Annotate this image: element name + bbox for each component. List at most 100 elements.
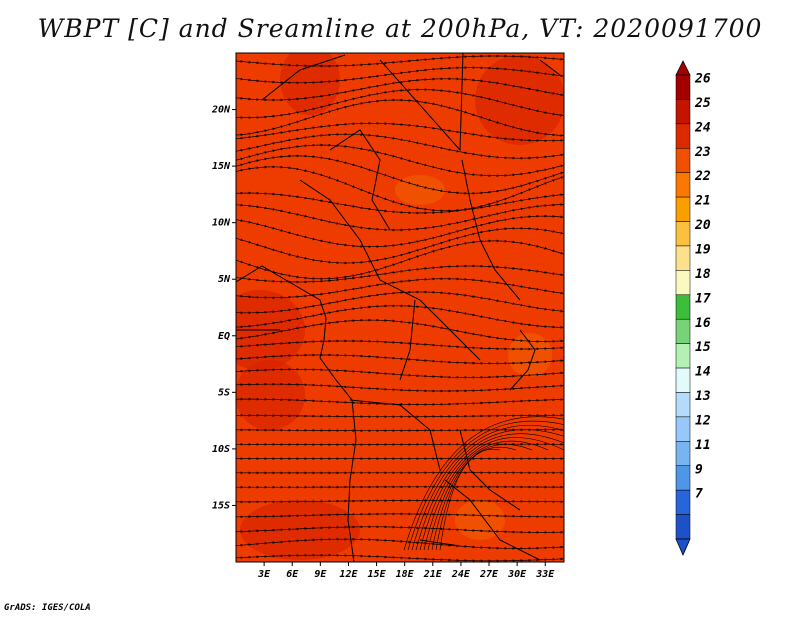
- streamline: [236, 54, 564, 68]
- latitude-axis: 20N 15N 10N 5N EQ 5S 10S 15S: [211, 105, 236, 511]
- border-line: [236, 265, 327, 359]
- colorbar-bottom-arrow: [675, 538, 691, 556]
- border-line: [399, 299, 416, 381]
- colorbar-label: 23: [694, 145, 711, 160]
- streamline: [435, 446, 517, 551]
- border-line: [379, 279, 481, 361]
- colorbar-label: 26: [694, 72, 711, 87]
- colorbar-segment: [675, 196, 691, 222]
- map-area: [236, 53, 564, 562]
- colorbar-label: 9: [695, 462, 703, 477]
- shading-patch: [240, 500, 360, 560]
- colorbar-segment: [675, 148, 691, 173]
- colorbar-label: 19: [695, 243, 711, 258]
- colorbar-segment: [675, 294, 691, 320]
- colorbar-label: 25: [694, 96, 711, 111]
- streamline: [236, 382, 564, 393]
- lon-tick-label: 24E: [451, 569, 471, 580]
- colorbar-segment: [675, 245, 691, 271]
- border-line: [319, 357, 357, 562]
- streamline: [236, 339, 564, 351]
- lon-tick-label: 18E: [396, 569, 415, 580]
- colorbar-label: 22: [694, 169, 711, 184]
- colorbar-label: 18: [695, 267, 711, 282]
- border-line: [539, 59, 561, 76]
- border-line: [261, 54, 346, 101]
- streamline: [423, 437, 564, 551]
- lon-tick-label: 12E: [339, 569, 358, 580]
- colorbar-segment: [675, 270, 691, 296]
- streamline: [236, 499, 564, 504]
- lon-tick-label: 30E: [507, 569, 527, 580]
- colorbar-segment: [675, 172, 691, 198]
- lon-tick-label: 15E: [368, 569, 387, 580]
- colorbar-segment: [675, 123, 691, 149]
- shading-patch: [508, 333, 552, 377]
- country-borders: [236, 53, 561, 562]
- colorbar-label: 24: [694, 120, 711, 135]
- streamline: [236, 525, 564, 534]
- lon-tick-label: 27E: [479, 569, 499, 580]
- border-line: [509, 329, 536, 391]
- border-line: [419, 539, 461, 547]
- shading-patch: [455, 500, 505, 540]
- border-line: [459, 429, 521, 511]
- colorbar-segment: [675, 221, 691, 247]
- colorbar-label: 14: [695, 365, 711, 380]
- streamline: [236, 512, 564, 519]
- colorbar-label: 17: [695, 291, 711, 306]
- lon-tick-label: 21E: [423, 569, 443, 580]
- lon-tick-label: 6E: [286, 569, 299, 580]
- map-frame: [235, 52, 565, 563]
- colorbar-segment: [675, 392, 691, 418]
- streamline: [236, 367, 564, 379]
- colorbar-label: 15: [695, 340, 711, 355]
- colorbar-top-arrow: [675, 60, 691, 76]
- colorbar-label: 16: [695, 316, 711, 331]
- streamline: [236, 413, 564, 419]
- credit-label: GrADS: IGES/COLA: [4, 603, 91, 613]
- colorbar-segment: [675, 74, 691, 100]
- lon-tick-label: 3E: [257, 569, 271, 580]
- colorbar-segment: [675, 416, 691, 442]
- colorbar-label: 20: [694, 218, 711, 233]
- colorbar-segment: [675, 318, 691, 344]
- streamline: [411, 425, 564, 551]
- lat-tick-label: EQ: [218, 331, 230, 342]
- streamline: [236, 397, 564, 406]
- border-line: [329, 129, 391, 231]
- lat-tick-label: 15N: [212, 161, 231, 172]
- border-line: [299, 179, 381, 281]
- lon-tick-label: 9E: [314, 569, 327, 580]
- streamline: [236, 537, 564, 550]
- border-line: [461, 159, 521, 301]
- colorbar-label: 21: [694, 194, 711, 209]
- colorbar-label: 11: [695, 438, 711, 453]
- chart-title: WBPT [C] and Sreamline at 200hPa, VT: 20…: [37, 14, 763, 43]
- border-line: [444, 479, 541, 561]
- streamline: [236, 553, 564, 562]
- shading-patch: [236, 360, 305, 430]
- lat-tick-label: 15S: [212, 500, 230, 511]
- border-line: [379, 53, 464, 152]
- colorbar-segment: [675, 465, 691, 491]
- streamline: [236, 428, 564, 433]
- streamline: [236, 353, 564, 365]
- streamline: [431, 444, 533, 551]
- streamline: [407, 420, 564, 551]
- colorbar-label: 13: [695, 389, 711, 404]
- streamline: [415, 429, 564, 551]
- colorbar-label: 12: [695, 414, 711, 429]
- lat-tick-label: 20N: [211, 105, 231, 116]
- streamline: [427, 440, 549, 551]
- colorbar-segment: [675, 514, 691, 540]
- colorbar-segment: [675, 441, 691, 466]
- colorbar-segment: [675, 489, 691, 515]
- colorbar: 26 25 24 23 22 21 20 19 18 17 16 15 14 13 12 11 9 7: [675, 60, 711, 556]
- lon-tick-label: 33E: [535, 569, 555, 580]
- colorbar-segment: [675, 367, 691, 393]
- longitude-axis: 3E 6E 9E 12E 15E 18E 21E 24E 27E 30E 33E: [257, 562, 555, 580]
- colorbar-label: 7: [695, 487, 703, 502]
- lat-tick-label: 5N: [218, 274, 231, 285]
